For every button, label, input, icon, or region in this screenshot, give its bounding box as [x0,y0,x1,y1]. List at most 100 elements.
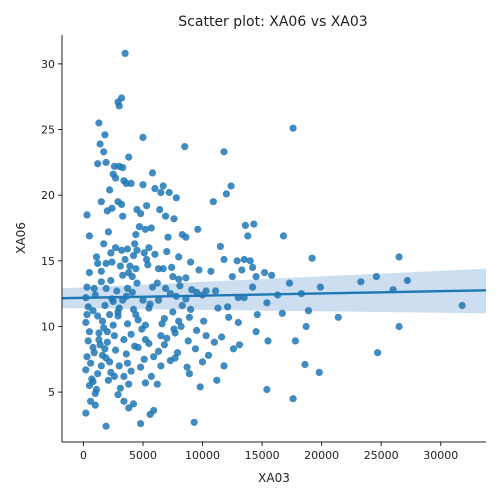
data-point [123,284,132,292]
data-point [95,329,103,337]
data-point [82,409,90,417]
data-point [97,362,105,370]
data-point [113,287,121,295]
data-point [169,273,177,281]
data-point [183,363,191,371]
data-point [195,266,203,274]
data-point [95,336,103,344]
data-point [85,328,93,336]
data-point [220,362,228,370]
data-point [82,318,90,327]
data-point [285,279,294,287]
data-point [162,284,170,292]
data-point [120,397,128,405]
data-point [89,307,97,315]
data-point [109,297,117,306]
data-point [210,338,218,346]
data-point [132,265,140,273]
data-point [193,326,201,334]
data-point [147,372,155,380]
data-point [178,301,186,310]
data-point [85,232,93,240]
data-point [144,261,152,269]
data-point [212,287,220,295]
data-point [127,367,135,375]
data-point [83,353,91,361]
data-point [129,400,138,408]
data-point [191,345,199,353]
data-point [94,259,102,267]
data-point [96,140,104,148]
data-point [225,313,233,321]
data-point [172,194,180,202]
data-point [141,336,149,344]
data-point [458,301,466,310]
data-point [98,317,107,325]
data-point [112,174,120,182]
data-point [102,422,110,430]
data-point [252,273,260,281]
data-point [131,342,139,350]
data-point [83,311,91,319]
data-point [108,258,116,266]
data-point [170,215,178,223]
data-point [252,328,260,336]
data-point [220,148,228,156]
data-point [169,308,177,316]
y-tick-label: 30 [41,58,55,71]
data-point [153,380,161,388]
data-point [118,200,126,208]
chart-title: Scatter plot: XA06 vs XA03 [178,14,367,30]
data-point [148,283,157,291]
data-point [218,333,226,341]
data-point [119,271,127,279]
data-point [198,358,207,366]
data-point [143,202,151,210]
y-tick-label: 10 [41,320,55,333]
data-point [120,372,128,380]
data-point [194,225,202,233]
data-point [184,337,192,345]
data-point [102,284,110,292]
data-point [147,224,155,232]
data-point [106,186,114,194]
data-point [104,228,112,236]
data-point [90,284,98,292]
data-point [263,385,271,394]
data-point [316,283,324,291]
data-point [175,253,183,261]
data-point [119,212,127,220]
data-point [214,304,222,312]
data-point [190,418,198,426]
data-point [175,275,183,283]
data-point [200,317,208,325]
data-point [235,341,244,349]
data-point [112,244,120,252]
data-point [374,349,382,357]
data-point [84,337,92,345]
data-point [141,379,149,387]
data-point [137,363,145,371]
data-point [289,124,297,132]
data-point [127,330,135,338]
data-point [157,332,165,340]
data-point [137,210,145,218]
data-point [395,253,403,261]
data-point [123,320,132,328]
data-point [97,267,105,275]
data-point [85,269,93,277]
data-point [216,242,224,250]
data-point [106,311,114,319]
data-point [116,384,124,392]
data-point [187,258,195,266]
data-point [159,182,167,190]
data-point [112,346,120,354]
x-tick-label: 0 [80,449,87,462]
data-point [98,351,107,359]
data-point [122,350,130,358]
data-point [170,325,178,333]
x-tick-label: 15000 [245,449,280,462]
data-point [249,263,257,271]
data-point [106,358,114,366]
